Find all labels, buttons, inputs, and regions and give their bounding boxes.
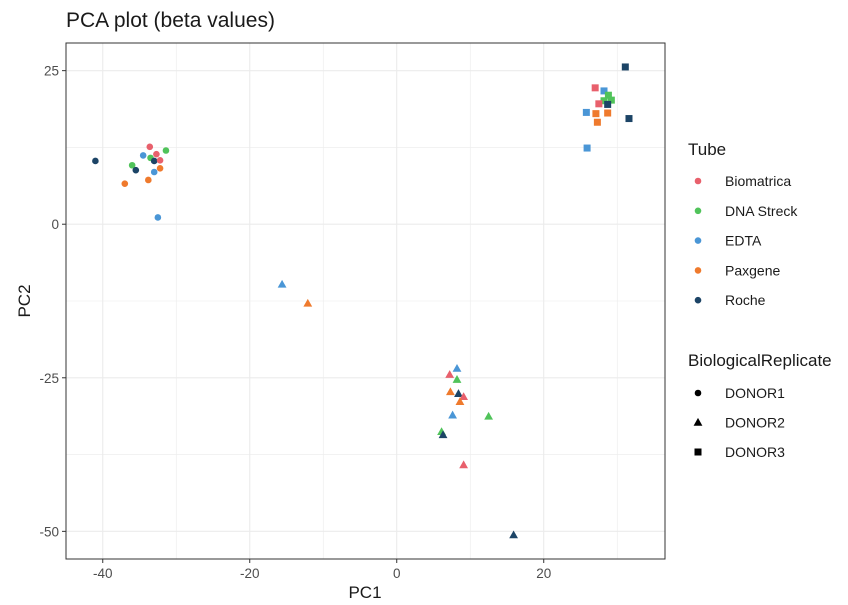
chart-title: PCA plot (beta values) bbox=[66, 9, 275, 32]
x-tick-label: -20 bbox=[240, 566, 260, 581]
data-point bbox=[582, 108, 590, 116]
data-point bbox=[509, 530, 518, 539]
data-point bbox=[452, 375, 462, 383]
data-point bbox=[445, 387, 455, 396]
legend-shape-key bbox=[693, 417, 703, 426]
data-point bbox=[604, 100, 612, 108]
data-point bbox=[121, 180, 129, 187]
data-point bbox=[454, 389, 463, 397]
data-point bbox=[592, 110, 600, 118]
legend-shape-label: DONOR2 bbox=[725, 415, 785, 431]
legend-color-key bbox=[694, 296, 702, 304]
data-point bbox=[604, 91, 612, 99]
y-tick-label: 0 bbox=[51, 217, 59, 232]
x-tick-label: -40 bbox=[93, 566, 113, 581]
data-point bbox=[154, 214, 162, 221]
data-point bbox=[156, 165, 164, 172]
legend-color-key bbox=[694, 237, 702, 244]
shape-legend-title: BiologicalReplicate bbox=[688, 351, 832, 370]
data-point bbox=[156, 157, 164, 164]
data-point bbox=[146, 143, 154, 151]
data-point bbox=[595, 100, 603, 108]
data-point bbox=[132, 166, 140, 174]
data-point bbox=[600, 87, 608, 95]
x-tick-label: 0 bbox=[393, 566, 401, 581]
legend-shape-label: DONOR3 bbox=[725, 444, 785, 460]
data-point bbox=[128, 161, 136, 169]
shape-legend-items: DONOR1 DONOR2 DONOR3 bbox=[693, 385, 785, 460]
legend-color-label: Paxgene bbox=[725, 262, 780, 278]
data-point bbox=[459, 460, 469, 469]
legend-shape-key bbox=[694, 448, 702, 456]
data-point bbox=[593, 118, 601, 126]
color-legend-title: Tube bbox=[688, 140, 726, 159]
data-point bbox=[277, 279, 287, 288]
data-point bbox=[153, 150, 160, 158]
data-point bbox=[600, 97, 608, 105]
data-point bbox=[583, 144, 591, 152]
data-point bbox=[303, 298, 313, 307]
y-axis-ticks: 25 0 -25 -50 bbox=[39, 64, 66, 539]
data-point bbox=[92, 157, 99, 165]
y-tick-label: 25 bbox=[44, 64, 59, 79]
legend-color-label: Roche bbox=[725, 292, 766, 308]
data-point bbox=[455, 397, 465, 405]
legend-color-key bbox=[694, 207, 702, 215]
data-point bbox=[145, 176, 152, 184]
data-point bbox=[150, 168, 158, 176]
data-point bbox=[438, 430, 448, 439]
data-point bbox=[621, 63, 629, 71]
data-point bbox=[459, 392, 469, 401]
x-axis-title: PC1 bbox=[348, 583, 381, 602]
data-point bbox=[162, 147, 170, 154]
shape-legend: BiologicalReplicate DONOR1 DONOR2 DONOR3 bbox=[688, 351, 832, 460]
grid-lines bbox=[66, 43, 665, 559]
data-point bbox=[607, 96, 615, 104]
data-point bbox=[448, 410, 457, 419]
data-point bbox=[591, 84, 599, 92]
data-points bbox=[92, 63, 633, 539]
data-point bbox=[484, 411, 494, 420]
x-axis-ticks: -40 -20 0 20 bbox=[93, 559, 551, 581]
plot-border bbox=[65, 42, 666, 560]
legend-color-key bbox=[694, 177, 702, 185]
data-point bbox=[139, 152, 147, 159]
y-tick-label: -25 bbox=[39, 371, 59, 386]
data-point bbox=[452, 363, 462, 372]
legend-color-key bbox=[694, 267, 702, 274]
legend-color-label: Biomatrica bbox=[725, 173, 791, 189]
data-point bbox=[604, 109, 612, 117]
color-legend: Tube Biomatrica DNA Streck EDTA Paxgene Roch… bbox=[688, 140, 798, 308]
legend-shape-key bbox=[694, 389, 702, 397]
data-point bbox=[150, 157, 158, 165]
color-legend-items: Biomatrica DNA Streck EDTA Paxgene Roche bbox=[694, 173, 798, 308]
y-tick-label: -50 bbox=[39, 524, 59, 539]
legend-color-label: DNA Streck bbox=[725, 203, 798, 219]
legend-shape-label: DONOR1 bbox=[725, 385, 785, 401]
data-point bbox=[445, 370, 455, 378]
data-point bbox=[625, 115, 633, 123]
legend-color-label: EDTA bbox=[725, 233, 762, 249]
y-axis-title: PC2 bbox=[15, 284, 34, 317]
x-tick-label: 20 bbox=[536, 566, 551, 581]
